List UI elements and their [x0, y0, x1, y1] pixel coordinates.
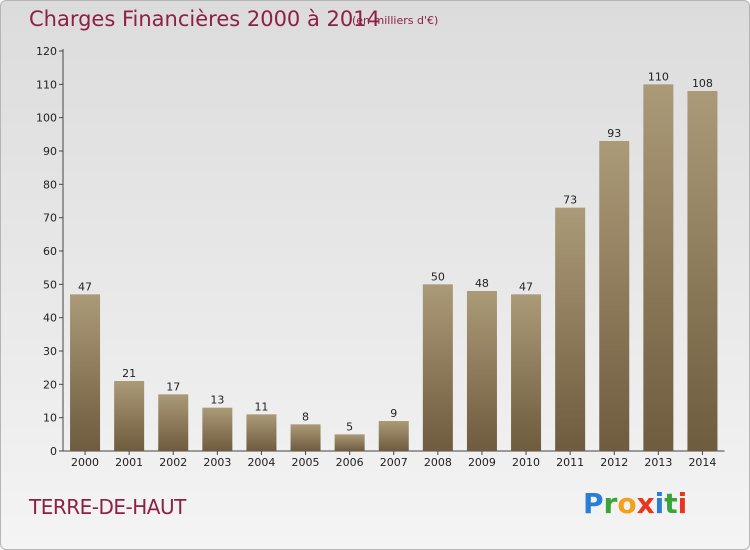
logo-letter: x [636, 487, 655, 520]
data-label: 93 [607, 127, 621, 140]
x-tick-label: 2012 [600, 456, 628, 469]
location-name: TERRE-DE-HAUT [29, 495, 186, 519]
data-label: 9 [390, 407, 397, 420]
logo-letter: i [654, 487, 665, 520]
bar [378, 421, 409, 451]
data-label: 8 [302, 410, 309, 423]
bar [511, 294, 542, 451]
y-tick-label: 110 [36, 78, 57, 91]
data-label: 13 [210, 394, 224, 407]
x-tick-label: 2005 [292, 456, 320, 469]
data-label: 5 [346, 420, 353, 433]
x-tick-label: 2010 [512, 456, 540, 469]
x-tick-label: 2013 [644, 456, 672, 469]
logo-letter: i [677, 487, 688, 520]
bar [599, 141, 630, 451]
y-tick-label: 0 [50, 445, 57, 458]
y-tick-label: 20 [43, 378, 57, 391]
bar [202, 407, 233, 451]
y-tick-label: 70 [43, 212, 57, 225]
y-tick-label: 50 [43, 278, 57, 291]
y-tick-label: 80 [43, 178, 57, 191]
data-label: 47 [519, 280, 533, 293]
x-tick-label: 2004 [247, 456, 275, 469]
bar [70, 294, 101, 451]
y-tick-label: 90 [43, 145, 57, 158]
chart-bars [70, 84, 718, 451]
y-tick-label: 30 [43, 345, 57, 358]
y-tick-label: 10 [43, 412, 57, 425]
data-label: 47 [78, 280, 92, 293]
bar [290, 424, 321, 451]
bar [334, 434, 365, 451]
bar [158, 394, 189, 451]
y-tick-label: 100 [36, 112, 57, 125]
x-tick-label: 2006 [336, 456, 364, 469]
y-tick-label: 120 [36, 45, 57, 58]
x-tick-label: 2014 [688, 456, 716, 469]
logo-letter: t [664, 487, 678, 520]
x-tick-label: 2007 [380, 456, 408, 469]
x-tick-label: 2009 [468, 456, 496, 469]
chart-title: Charges Financières 2000 à 2014 [29, 7, 380, 31]
data-label: 50 [431, 270, 445, 283]
bar [555, 207, 586, 451]
bar [687, 91, 718, 451]
bar [246, 414, 277, 451]
data-label: 21 [122, 367, 136, 380]
x-tick-label: 2000 [71, 456, 99, 469]
bar [643, 84, 674, 451]
x-tick-label: 2003 [203, 456, 231, 469]
bar [422, 284, 453, 451]
data-label: 108 [692, 77, 713, 90]
data-label: 11 [254, 400, 268, 413]
bar [466, 291, 497, 451]
y-tick-label: 40 [43, 312, 57, 325]
y-tick-label: 60 [43, 245, 57, 258]
x-tick-label: 2001 [115, 456, 143, 469]
data-label: 110 [648, 70, 669, 83]
x-tick-label: 2008 [424, 456, 452, 469]
logo-letter: o [617, 487, 637, 520]
proxiti-logo: Proxiti [583, 487, 687, 520]
logo-letter: P [583, 487, 604, 520]
chart-subtitle: (en milliers d'€) [352, 14, 439, 27]
data-label: 17 [166, 380, 180, 393]
chart-labels: 2000 47 2001 21 2002 17 2003 13 2004 11 2005 8 2006 5… [71, 70, 716, 469]
data-label: 73 [563, 194, 577, 207]
x-tick-label: 2002 [159, 456, 187, 469]
logo-letter: r [603, 487, 618, 520]
data-label: 48 [475, 277, 489, 290]
x-tick-label: 2011 [556, 456, 584, 469]
bar [114, 381, 145, 451]
